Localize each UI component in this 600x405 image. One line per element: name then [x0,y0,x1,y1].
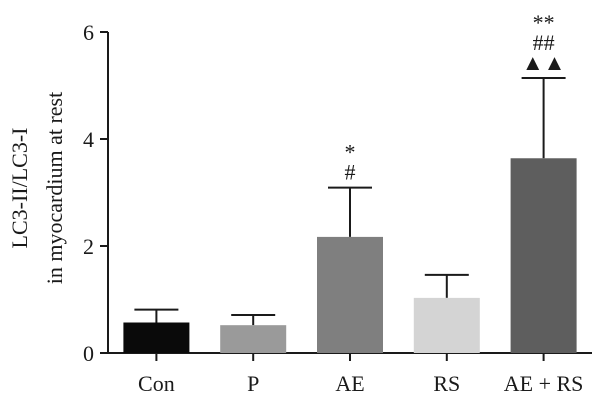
bars [123,77,577,353]
bar-2 [317,236,383,353]
y-axis: 0 2 4 6 [83,20,109,366]
x-tick-label: AE [335,371,364,396]
significance-annotations: *# **##▲▲ [345,10,566,185]
y-tick-label: 6 [83,20,94,45]
x-tick-label: P [247,371,259,396]
significance-mark-4-2: ▲▲ [522,50,566,75]
significance-mark-2-0: * [345,140,356,165]
y-axis-title-line-2: in myocardium at rest [42,92,67,284]
x-tick-label: RS [433,371,460,396]
bar-0 [123,322,190,353]
significance-mark-4-1: ## [533,30,555,55]
x-axis: Con P AE RS AE + RS [108,352,592,396]
bar-3 [413,297,480,353]
x-tick-label: Con [138,371,175,396]
y-axis-title: LC3-II/LC3-I in myocardium at rest [7,92,67,284]
y-axis-title-line-1: LC3-II/LC3-I [7,128,32,249]
x-tick-label: AE + RS [504,371,584,396]
y-tick-label: 0 [83,341,94,366]
y-tick-label: 4 [83,127,94,152]
significance-mark-2-1: # [345,160,356,185]
significance-mark-4-0: ** [533,10,555,35]
bar-4 [510,158,577,353]
y-tick-label: 2 [83,234,94,259]
bar-1 [220,325,287,353]
